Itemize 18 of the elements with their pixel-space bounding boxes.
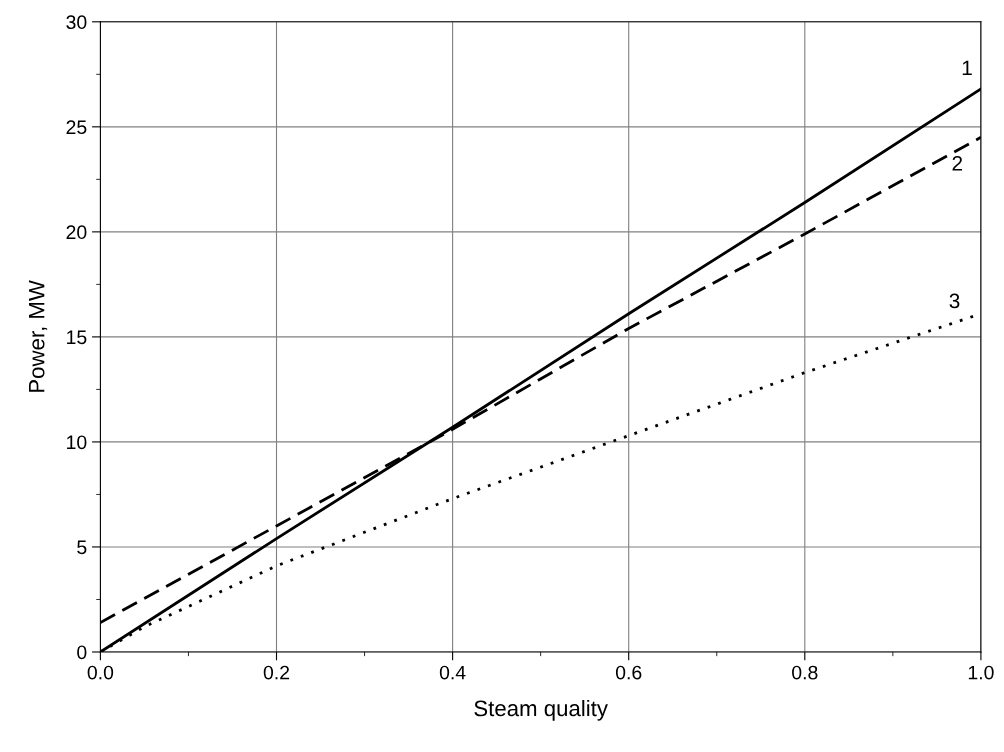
y-tick-label: 5 [77, 540, 87, 555]
x-tick-label: 0.4 [439, 665, 466, 680]
y-tick-label: 15 [67, 330, 87, 345]
y-tick-label: 25 [66, 120, 87, 135]
y-tick-label: 20 [66, 225, 87, 240]
series-label: 2 [952, 155, 963, 171]
x-tick-label: 0.8 [792, 665, 818, 680]
series-label: 1 [962, 60, 972, 75]
series-label: 3 [949, 293, 960, 309]
y-axis-title: Power, MW [29, 280, 48, 392]
x-tick-label: 0.0 [87, 665, 114, 680]
y-tick-label: 10 [67, 435, 87, 450]
x-tick-label: 0.6 [615, 665, 642, 680]
y-tick-label: 30 [66, 15, 87, 30]
y-tick-label: 0 [77, 645, 87, 660]
x-axis-title: Steam quality [474, 699, 608, 721]
x-tick-label: 1.0 [968, 665, 994, 680]
x-tick-label: 0.2 [263, 665, 290, 680]
